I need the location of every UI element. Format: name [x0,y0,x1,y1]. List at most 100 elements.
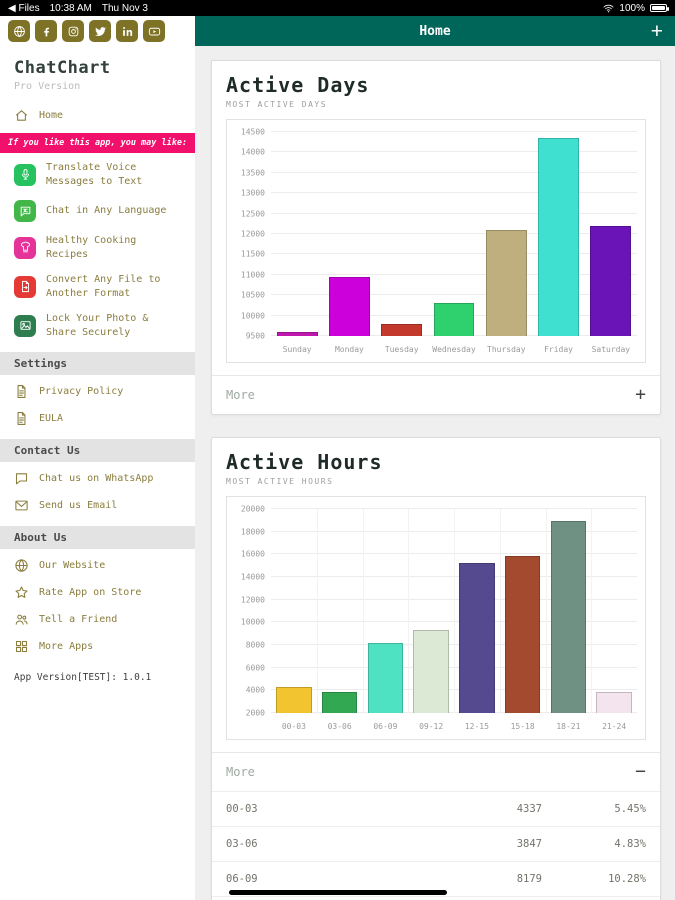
section-header-contact-us: Contact Us [0,439,195,462]
sidebar: ChatChart Pro Version Home If you like t… [0,46,195,900]
v-gridline [408,509,410,713]
sidebar-item-convert-any-file-to-another-format[interactable]: Convert Any File to Another Format [0,267,195,306]
bar-tuesday [381,323,423,336]
x-tick-label: Tuesday [384,344,419,354]
bar-00-03 [276,686,312,713]
promo-list: Translate Voice Messages to Text Chat in … [0,155,195,345]
back-to-files-button[interactable]: ◀ Files [8,2,40,14]
sidebar-item-chat-in-any-language[interactable]: Chat in Any Language [0,194,195,228]
more-label: More [226,388,255,402]
bar-saturday [590,225,632,336]
sidebar-item-label: Chat us on WhatsApp [39,472,154,484]
active-hours-card: Active Hours MOST ACTIVE HOURS 2000 4000 6… [211,437,661,900]
social-instagram-button[interactable] [62,20,84,42]
people-icon [15,614,28,625]
y-tick-label: 14500 [240,127,265,137]
add-button[interactable]: + [650,19,663,43]
sidebar-item-label: More Apps [39,640,94,652]
header-row: Home + [0,16,675,46]
bar-sunday [276,331,318,336]
sidebar-item-our-website[interactable]: Our Website [0,552,195,579]
social-globe-button[interactable] [8,20,30,42]
social-facebook-button[interactable] [35,20,57,42]
row-label: 06-09 [226,873,258,885]
sidebar-item-chat-us-on-whatsapp[interactable]: Chat us on WhatsApp [0,465,195,492]
table-row: 00-03 4337 5.45% [212,791,660,826]
social-linkedin-button[interactable] [116,20,138,42]
row-label: 03-06 [226,838,258,850]
home-icon [15,110,28,121]
sidebar-item-more-apps[interactable]: More Apps [0,633,195,660]
bar-18-21 [550,521,587,713]
photo-lock-icon [14,314,36,337]
sidebar-item-privacy-policy[interactable]: Privacy Policy [0,378,195,405]
v-gridline [362,509,364,713]
active-days-chart: 9500 10000 10500 11000 11500 12000 12500 13000 1… [226,119,646,363]
card-footer: More − [212,752,660,791]
social-twitter-button[interactable] [89,20,111,42]
sidebar-item-label: Rate App on Store [39,586,142,598]
y-tick-label: 16000 [240,549,265,559]
collapse-button[interactable]: − [635,761,646,782]
bar-slot [532,132,584,336]
table-row: 09-12930811.70% [212,896,660,900]
sidebar-item-send-us-email[interactable]: Send us Email [0,492,195,519]
card-title: Active Hours [226,450,383,474]
v-gridline [316,509,318,713]
y-tick-label: 12500 [240,209,265,219]
document-icon [17,385,26,398]
sidebar-item-label: Tell a Friend [39,613,118,625]
x-tick-label: Friday [544,344,573,354]
row-percent: 4.83% [614,838,646,850]
sidebar-item-label: Translate Voice Messages to Text [46,162,143,187]
active-hours-chart: 2000 4000 6000 8000 10000 12000 14000 16000 1800… [226,496,646,740]
sidebar-item-eula[interactable]: EULA [0,405,195,432]
mic-icon [21,169,29,180]
y-tick-label: 11000 [240,270,265,280]
social-youtube-button[interactable] [143,20,165,42]
bar-slot [271,509,317,713]
sidebar-item-rate-app-on-store[interactable]: Rate App on Store [0,579,195,606]
row-value: 8179 [516,873,542,885]
v-gridline [591,509,593,713]
bar-06-09 [367,642,404,713]
y-tick-label: 18000 [240,527,265,537]
v-gridline [499,509,501,713]
bar-slot [323,132,375,336]
sidebar-item-healthy-cooking-recipes[interactable]: Healthy Cooking Recipes [0,228,195,267]
table-row: 03-06 3847 4.83% [212,826,660,861]
bar-slot [480,132,532,336]
active-days-card: Active Days MOST ACTIVE DAYS 9500 10000 10… [211,60,661,415]
row-value: 4337 [516,803,542,815]
x-tick-label: 18-21 [556,721,581,731]
x-tick-label: 21-24 [602,721,627,731]
x-tick-label: Wednesday [432,344,476,354]
x-tick-label: 06-09 [373,721,398,731]
gridline [271,131,637,132]
sidebar-item-label: Chat in Any Language [46,205,167,217]
more-label: More [226,765,255,779]
globe-icon [13,25,25,37]
chart-plot: 2000 4000 6000 8000 10000 12000 14000 16000 1800… [241,505,637,718]
y-tick-label: 10000 [240,617,265,627]
home-indicator[interactable] [228,890,447,895]
sidebar-item-tell-a-friend[interactable]: Tell a Friend [0,606,195,633]
sidebar-item-lock-your-photo-share-securely[interactable]: Lock Your Photo & Share Securely [0,306,195,345]
sidebar-item-label: Send us Email [39,499,118,511]
sidebar-item-home[interactable]: Home [0,102,195,133]
y-tick-label: 10500 [240,290,265,300]
row-percent: 10.28% [608,873,646,885]
app-subtitle: Pro Version [14,81,81,92]
x-tick-label: 09-12 [419,721,444,731]
star-icon [15,586,28,598]
sidebar-item-label: Our Website [39,559,106,571]
sidebar-item-translate-voice-messages-to-text[interactable]: Translate Voice Messages to Text [0,155,195,194]
bar-09-12 [413,630,449,713]
bars [271,509,637,713]
x-tick-label: 15-18 [510,721,535,731]
bar-slot [585,132,637,336]
bar-slot [454,509,500,713]
bar-slot [500,509,546,713]
sidebar-item-label: Privacy Policy [39,385,124,397]
expand-button[interactable]: + [635,384,646,405]
